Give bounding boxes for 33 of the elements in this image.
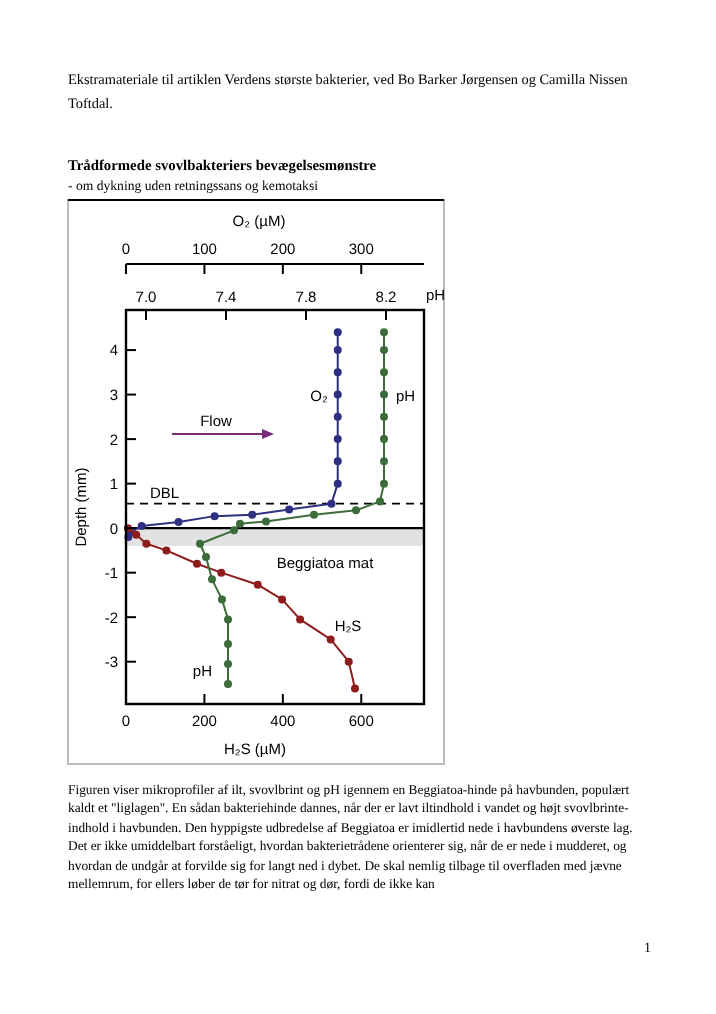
point [196,539,204,548]
point [310,510,318,519]
point [224,639,232,648]
point [224,679,232,688]
point [142,539,151,548]
point [380,412,388,421]
point [380,346,388,355]
point [326,635,335,644]
point [202,553,210,562]
point [162,546,171,555]
point [380,435,388,444]
point [380,368,388,377]
point [380,457,388,466]
point [224,615,232,624]
point [262,517,270,526]
point [217,568,226,577]
point [380,328,388,337]
point [344,657,353,666]
point [236,519,244,528]
point [380,390,388,399]
point [224,659,232,668]
point [278,595,287,604]
point [230,526,238,535]
point [218,595,226,604]
point [192,559,201,568]
point [352,506,360,515]
point [208,575,216,584]
point [350,684,359,693]
point [380,479,388,488]
point [253,580,262,589]
point [132,530,141,539]
point [296,615,305,624]
point [376,497,384,506]
